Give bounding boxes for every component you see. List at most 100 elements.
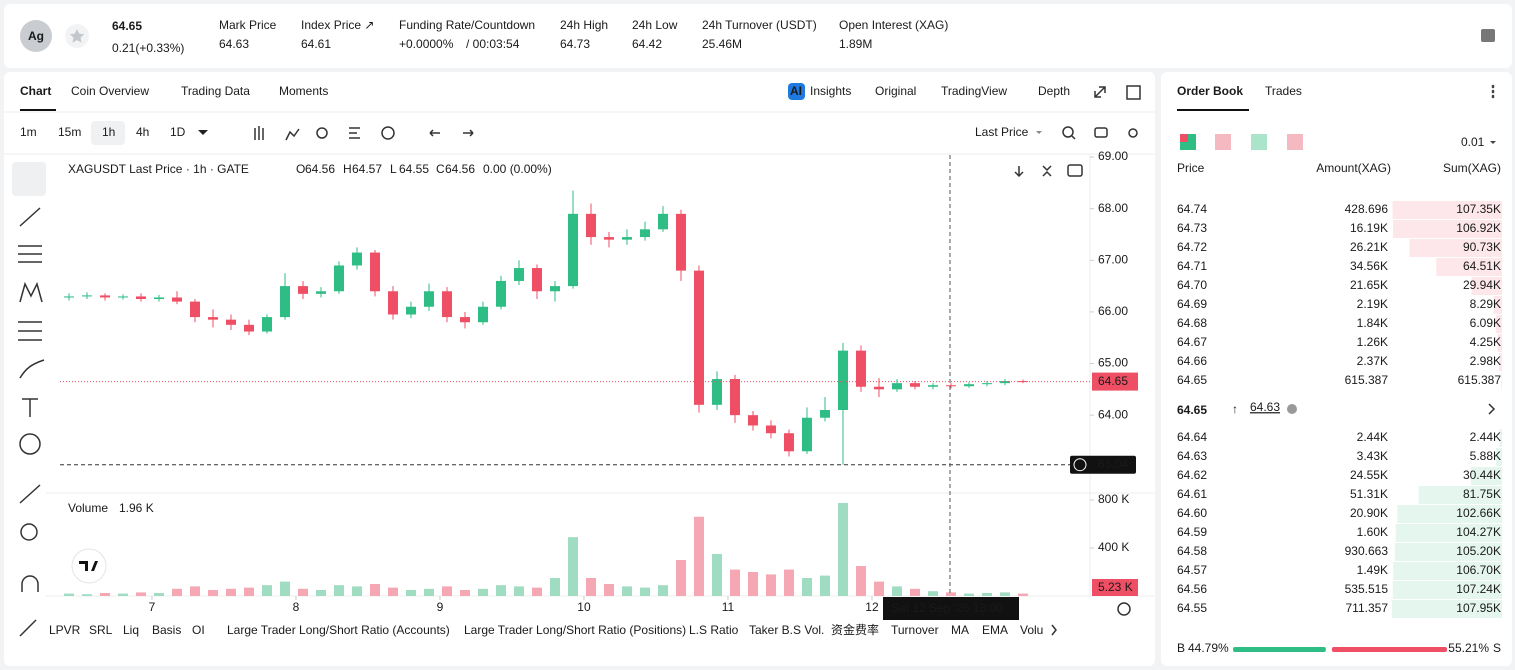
row-amount: 535.515 bbox=[1345, 582, 1389, 596]
candle-body bbox=[909, 383, 920, 387]
volume-bar bbox=[873, 581, 884, 596]
y-tick-label: 800 K bbox=[1098, 492, 1129, 506]
row-sum: 615.387 bbox=[1458, 373, 1502, 387]
row-price[interactable]: 64.72 bbox=[1177, 240, 1207, 254]
indicator-tab[interactable]: Taker B.S Vol. bbox=[749, 623, 824, 637]
mid-price: 64.65 bbox=[1177, 403, 1207, 417]
view-tab[interactable]: TradingView bbox=[941, 84, 1007, 98]
chart-legend-title: XAGUSDT Last Price · 1h · GATE bbox=[68, 162, 249, 176]
volume-bar bbox=[225, 588, 236, 596]
row-price[interactable]: 64.70 bbox=[1177, 278, 1207, 292]
row-amount: 34.56K bbox=[1350, 259, 1388, 273]
settings-icon[interactable] bbox=[1481, 29, 1495, 42]
row-price[interactable]: 64.73 bbox=[1177, 221, 1207, 235]
column-header: Sum(XAG) bbox=[1443, 161, 1501, 175]
volume-bar bbox=[243, 587, 254, 596]
dropdown-arrow bbox=[1490, 141, 1496, 144]
y-tick-label: 64.00 bbox=[1098, 407, 1128, 421]
row-amount: 3.43K bbox=[1357, 449, 1388, 463]
interval-selected bbox=[91, 121, 125, 145]
view-tab[interactable]: Original bbox=[875, 84, 916, 98]
indicator-tab[interactable]: OI bbox=[192, 623, 205, 637]
precision[interactable]: 0.01 bbox=[1461, 135, 1485, 149]
x-tick-label: 8 bbox=[293, 600, 300, 614]
layout-bids[interactable] bbox=[1251, 134, 1267, 150]
insights-icon bbox=[788, 83, 805, 100]
mid-arrow: ↑ bbox=[1232, 402, 1238, 416]
interval[interactable]: 1h bbox=[102, 125, 115, 139]
chart-tab[interactable]: Coin Overview bbox=[71, 84, 149, 98]
indicator-tab[interactable]: Basis bbox=[152, 623, 181, 637]
chart-tab[interactable]: Chart bbox=[20, 84, 51, 98]
x-tick-label: 7 bbox=[149, 600, 156, 614]
layout-asks[interactable] bbox=[1215, 134, 1231, 150]
layout-both-top bbox=[1180, 134, 1188, 142]
layout-compact[interactable] bbox=[1287, 134, 1303, 150]
row-price[interactable]: 64.55 bbox=[1177, 601, 1207, 615]
candle-body bbox=[279, 286, 290, 318]
indicator-tab[interactable]: MA bbox=[951, 623, 969, 637]
row-price[interactable]: 64.60 bbox=[1177, 506, 1207, 520]
row-price[interactable]: 64.57 bbox=[1177, 563, 1207, 577]
coin-symbol: Ag bbox=[28, 29, 44, 43]
row-amount: 711.357 bbox=[1346, 601, 1389, 615]
indicator-tab[interactable]: 资金费率 bbox=[831, 622, 879, 637]
row-amount: 428.696 bbox=[1345, 202, 1389, 216]
column-header: Amount(XAG) bbox=[1316, 161, 1391, 175]
row-sum: 5.88K bbox=[1470, 449, 1501, 463]
indicator-tab[interactable]: Large Trader Long/Short Ratio (Accounts) bbox=[227, 623, 450, 637]
depth-bar bbox=[1397, 505, 1502, 523]
interval[interactable]: 4h bbox=[136, 125, 149, 139]
volume-bar bbox=[981, 592, 992, 596]
indicator-tab[interactable]: Volu bbox=[1020, 623, 1043, 637]
row-price[interactable]: 64.69 bbox=[1177, 297, 1207, 311]
row-price[interactable]: 64.56 bbox=[1177, 582, 1207, 596]
chart-tab[interactable]: Trading Data bbox=[181, 84, 250, 98]
candle-body bbox=[765, 425, 776, 434]
row-price[interactable]: 64.66 bbox=[1177, 354, 1207, 368]
orderbook-tab[interactable]: Order Book bbox=[1177, 84, 1243, 98]
indicator-tab[interactable]: LPVR bbox=[49, 623, 81, 637]
volume-bar bbox=[441, 586, 452, 596]
depth-bar bbox=[1499, 429, 1502, 447]
chart-tab[interactable]: Moments bbox=[279, 84, 328, 98]
row-price[interactable]: 64.63 bbox=[1177, 449, 1207, 463]
row-price[interactable]: 64.68 bbox=[1177, 316, 1207, 330]
volume-bar bbox=[279, 581, 290, 596]
volume-bar bbox=[783, 569, 794, 596]
indicator-tab[interactable]: SRL bbox=[89, 623, 113, 637]
crosshair-time-tag bbox=[883, 597, 1019, 620]
row-price[interactable]: 64.59 bbox=[1177, 525, 1207, 539]
indicator-tab[interactable]: L.S Ratio bbox=[689, 623, 739, 637]
row-amount: 24.55K bbox=[1350, 468, 1388, 482]
view-tab[interactable]: Depth bbox=[1038, 84, 1070, 98]
candle-body bbox=[621, 237, 632, 240]
row-sum: 64.51K bbox=[1463, 259, 1501, 273]
row-price[interactable]: 64.62 bbox=[1177, 468, 1207, 482]
indicator-tab[interactable]: EMA bbox=[982, 623, 1008, 637]
row-price[interactable]: 64.74 bbox=[1177, 202, 1207, 216]
orderbook-tab[interactable]: Trades bbox=[1265, 84, 1302, 98]
row-price[interactable]: 64.67 bbox=[1177, 335, 1207, 349]
candle-body bbox=[369, 252, 380, 292]
view-tab[interactable]: Insights bbox=[810, 84, 851, 98]
interval[interactable]: 15m bbox=[58, 125, 81, 139]
indicator-tab[interactable]: Liq bbox=[123, 623, 139, 637]
row-price[interactable]: 64.65 bbox=[1177, 373, 1207, 387]
row-price[interactable]: 64.71 bbox=[1177, 259, 1207, 273]
chart-panel bbox=[4, 72, 1155, 666]
indicator-tab[interactable]: Turnover bbox=[891, 623, 939, 637]
row-amount: 16.19K bbox=[1350, 221, 1388, 235]
row-sum: 104.27K bbox=[1456, 525, 1501, 539]
row-price[interactable]: 64.64 bbox=[1177, 430, 1207, 444]
row-price[interactable]: 64.61 bbox=[1177, 487, 1207, 501]
interval[interactable]: 1m bbox=[20, 125, 37, 139]
interval[interactable]: 1D bbox=[170, 125, 186, 139]
price-type[interactable]: Last Price bbox=[975, 125, 1029, 139]
row-amount: 615.387 bbox=[1345, 373, 1389, 387]
add-order-icon[interactable] bbox=[1073, 458, 1087, 472]
row-price[interactable]: 64.58 bbox=[1177, 544, 1207, 558]
depth-bar bbox=[1436, 258, 1502, 276]
indicator-tab[interactable]: Large Trader Long/Short Ratio (Positions… bbox=[464, 623, 686, 637]
